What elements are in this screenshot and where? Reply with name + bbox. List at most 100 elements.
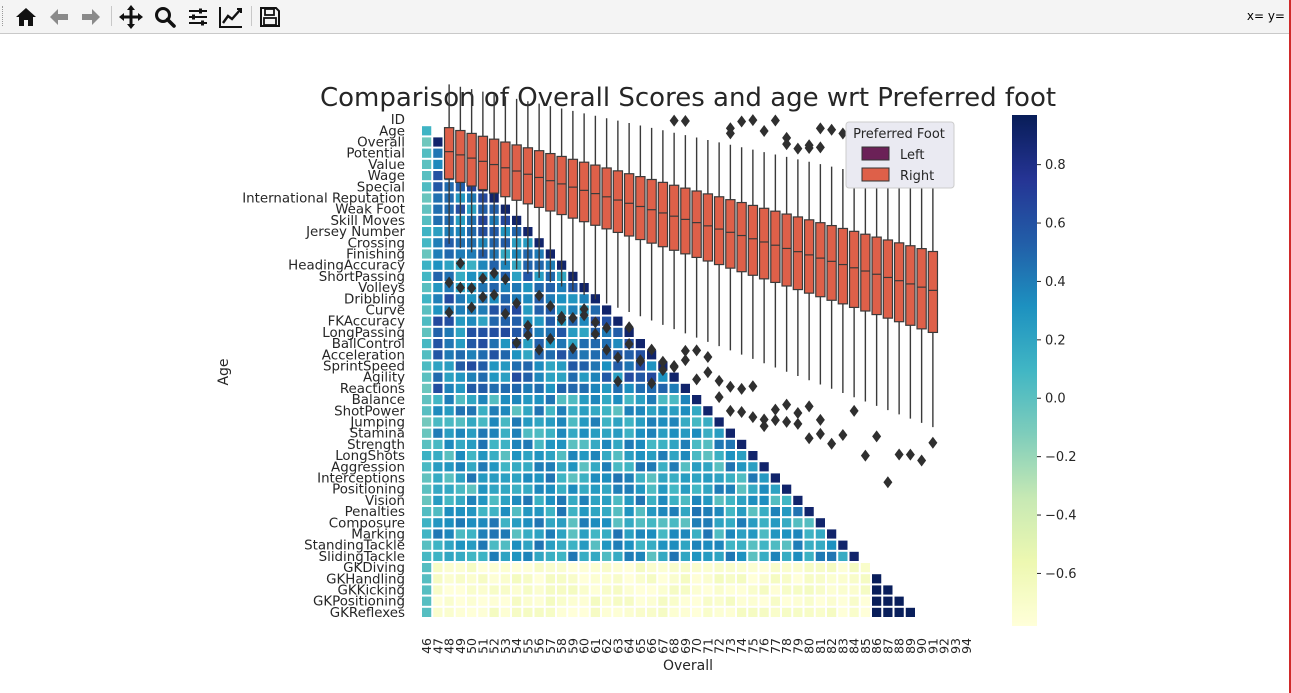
- heatmap-cell: [793, 596, 803, 606]
- heatmap-cell: [444, 507, 454, 517]
- cursor-coordinates: x= y=: [1246, 9, 1285, 23]
- heatmap-cell: [422, 361, 432, 371]
- heatmap-cell: [793, 563, 803, 573]
- heatmap-cell: [534, 585, 544, 595]
- x-tick-label: 50: [464, 638, 479, 654]
- heatmap-cell: [422, 596, 432, 606]
- heatmap-cell: [647, 507, 657, 517]
- heatmap-cell: [433, 451, 443, 461]
- heatmap-cell: [478, 585, 488, 595]
- y-tick-label: Value: [368, 158, 405, 173]
- heatmap-cell: [444, 327, 454, 337]
- heatmap-cell: [512, 406, 522, 416]
- heatmap-cell: [455, 350, 465, 360]
- heatmap-cell: [444, 585, 454, 595]
- heatmap-cell: [737, 540, 747, 550]
- heatmap-cell: [692, 484, 702, 494]
- boxplot-outlier: [579, 309, 589, 322]
- heatmap-cell: [602, 462, 612, 472]
- heatmap-cell: [568, 417, 578, 427]
- back-button[interactable]: [45, 3, 73, 30]
- heatmap-cell: [590, 406, 600, 416]
- heatmap-cell: [422, 159, 432, 169]
- boxplot-outlier: [917, 454, 927, 467]
- heatmap-cell: [849, 596, 859, 606]
- heatmap-cell: [782, 596, 792, 606]
- heatmap-cell: [602, 529, 612, 539]
- heatmap-cell: [602, 585, 612, 595]
- configure-subplots-button[interactable]: [184, 3, 212, 30]
- heatmap-cell: [669, 529, 679, 539]
- boxplot-outlier: [782, 415, 792, 428]
- zoom-button[interactable]: [151, 3, 179, 30]
- heatmap-cell: [568, 518, 578, 528]
- heatmap-cell: [714, 551, 724, 561]
- edit-axis-icon: [219, 6, 242, 28]
- heatmap-cell: [534, 361, 544, 371]
- y-tick-label: Agility: [363, 371, 405, 386]
- heatmap-cell: [725, 607, 735, 617]
- pan-button[interactable]: [117, 3, 145, 30]
- heatmap-cell: [658, 462, 668, 472]
- heatmap-cell: [523, 417, 533, 427]
- colorbar-tick-label: 0.2: [1045, 333, 1066, 348]
- heatmap-cell: [714, 563, 724, 573]
- heatmap-cell: [782, 551, 792, 561]
- heatmap-cell: [500, 551, 510, 561]
- heatmap-cell: [579, 596, 589, 606]
- heatmap-cell: [635, 607, 645, 617]
- heatmap-cell: [579, 294, 589, 304]
- heatmap-cell: [478, 462, 488, 472]
- heatmap-cell: [455, 563, 465, 573]
- heatmap-cell: [624, 607, 634, 617]
- heatmap-cell: [489, 260, 499, 270]
- boxplot-outlier: [759, 125, 769, 138]
- heatmap-cell: [613, 495, 623, 505]
- heatmap-cell: [455, 551, 465, 561]
- heatmap-cell: [512, 372, 522, 382]
- heatmap-cell: [590, 361, 600, 371]
- heatmap-cell: [500, 406, 510, 416]
- heatmap-cell: [635, 439, 645, 449]
- heatmap-cell: [433, 215, 443, 225]
- heatmap-cell: [444, 361, 454, 371]
- boxplot-box: [488, 138, 500, 194]
- forward-button[interactable]: [77, 3, 105, 30]
- heatmap-cell: [759, 473, 769, 483]
- boxplot-box: [747, 204, 759, 276]
- save-button[interactable]: [256, 3, 284, 30]
- heatmap-cell: [500, 495, 510, 505]
- heatmap-cell: [579, 574, 589, 584]
- x-tick-label: 57: [543, 638, 558, 654]
- boxplot-box: [455, 129, 466, 184]
- heatmap-cell: [680, 383, 690, 393]
- edit-axis-button[interactable]: [217, 3, 245, 30]
- boxplot-outlier: [905, 448, 915, 461]
- heatmap-cell: [433, 563, 443, 573]
- heatmap-cell: [703, 551, 713, 561]
- heatmap-cell: [590, 451, 600, 461]
- boxplot-outlier: [590, 316, 600, 329]
- heatmap-cell: [489, 507, 499, 517]
- heatmap-cell: [590, 305, 600, 315]
- heatmap-cell: [770, 551, 780, 561]
- heatmap-cell: [489, 563, 499, 573]
- heatmap-cell: [489, 372, 499, 382]
- heatmap-cell: [635, 383, 645, 393]
- heatmap-cell: [703, 585, 713, 595]
- heatmap-cell: [534, 439, 544, 449]
- heatmap-cell: [579, 563, 589, 573]
- y-tick-label: Jersey Number: [305, 225, 405, 240]
- heatmap-cell: [725, 596, 735, 606]
- home-button[interactable]: [12, 3, 40, 30]
- heatmap-cell: [737, 439, 747, 449]
- heatmap-cell: [725, 495, 735, 505]
- heatmap-cell: [568, 574, 578, 584]
- heatmap-cell: [613, 395, 623, 405]
- heatmap-cell: [635, 451, 645, 461]
- heatmap-cell: [602, 518, 612, 528]
- heatmap-cell: [500, 417, 510, 427]
- heatmap-cell: [512, 428, 522, 438]
- heatmap-cell: [478, 428, 488, 438]
- heatmap-cell: [748, 462, 758, 472]
